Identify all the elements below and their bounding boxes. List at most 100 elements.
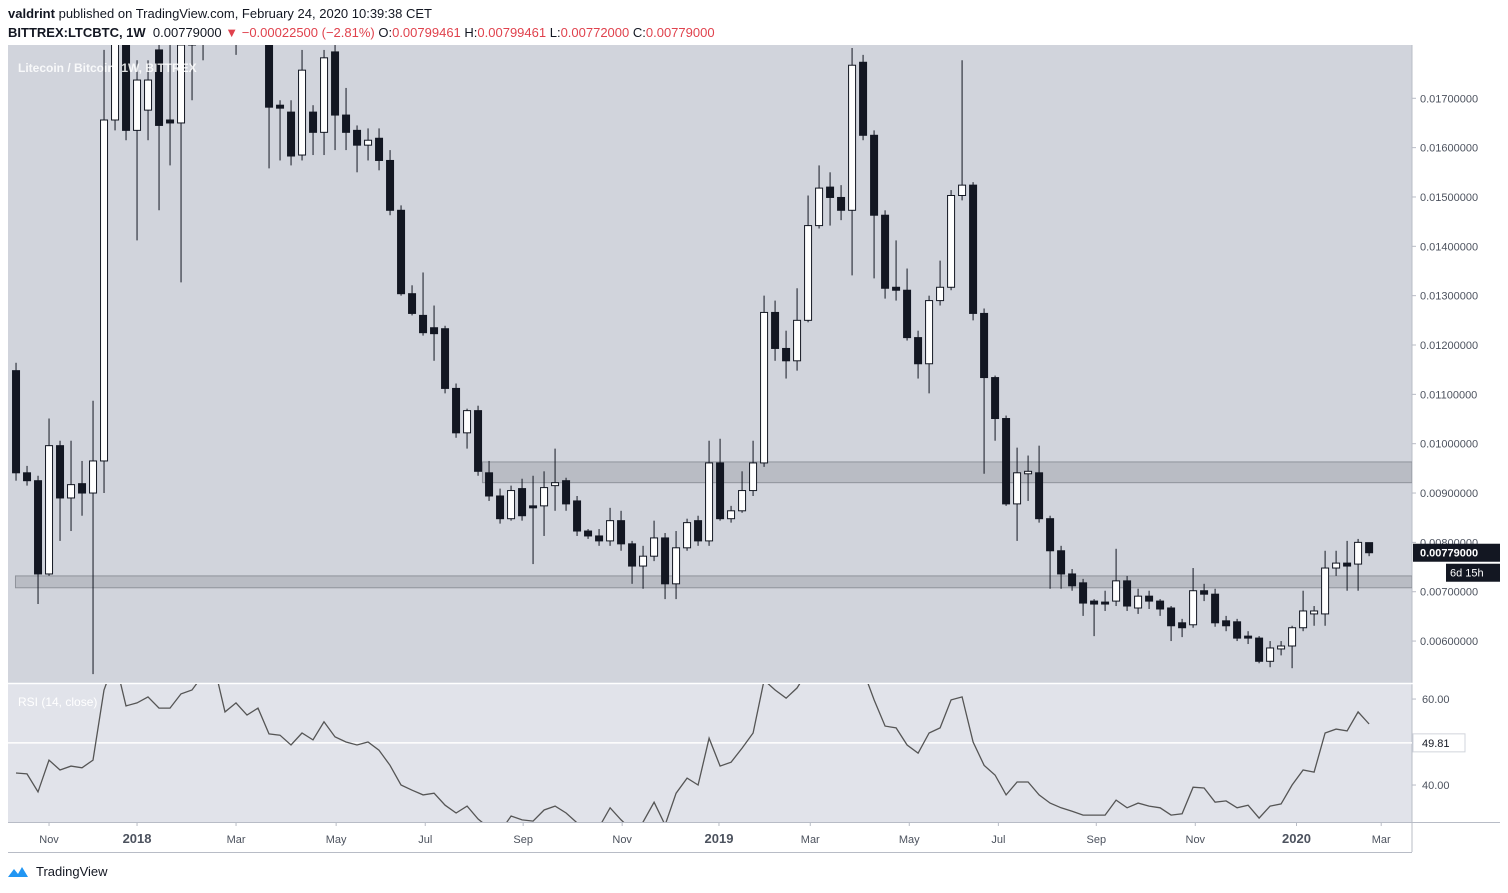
- ohlc-h-value: 0.00799461: [477, 25, 547, 40]
- candle-body: [1178, 622, 1187, 629]
- candle-body: [716, 462, 725, 520]
- footer-brand: TradingView: [36, 864, 108, 879]
- candle-body: [441, 328, 450, 389]
- ohlc-o-value: 0.00799461: [392, 25, 461, 40]
- candle-body: [177, 45, 186, 124]
- candle-body: [12, 370, 21, 474]
- rsi-pane: [8, 684, 1412, 822]
- candle-body: [925, 300, 934, 365]
- candle-body: [89, 460, 98, 494]
- candle-body: [606, 520, 615, 542]
- candle-body: [56, 445, 65, 499]
- candle-body: [485, 472, 494, 497]
- candle-body: [1167, 607, 1176, 627]
- candle-body: [1101, 601, 1110, 605]
- candle-body: [1189, 590, 1198, 626]
- x-tick-label: Mar: [227, 834, 246, 846]
- candle-body: [639, 555, 648, 567]
- x-tick-label: Nov: [39, 834, 59, 846]
- candle-body: [1024, 470, 1033, 475]
- x-tick-label: Mar: [801, 834, 820, 846]
- candle-body: [518, 488, 527, 517]
- candle-body: [309, 111, 318, 133]
- last-price: 0.00779000: [152, 25, 222, 40]
- countdown-tag: [1446, 563, 1500, 582]
- y-tick-label: 0.00600000: [1420, 636, 1478, 648]
- symbol-line: BITTREX:LTCBTC, 1W 0.00779000 ▼ −0.00022…: [8, 25, 715, 40]
- publish-line: valdrint published on TradingView.com, F…: [8, 6, 432, 21]
- candle-body: [804, 225, 813, 321]
- x-tick-label: 2019: [705, 831, 734, 846]
- candle-body: [672, 547, 681, 585]
- candle-body: [628, 543, 637, 567]
- candle-body: [1288, 627, 1297, 647]
- candle-body: [1277, 645, 1286, 650]
- current-value-label: 49.81: [1422, 738, 1450, 750]
- candle-body: [375, 137, 384, 161]
- candle-body: [1057, 550, 1066, 575]
- x-tick-label: 2018: [123, 831, 152, 846]
- candle-body: [276, 104, 285, 109]
- y-tick-label: 0.01000000: [1420, 439, 1478, 451]
- candle-body: [144, 79, 153, 111]
- candle-body: [650, 537, 659, 557]
- candle-body: [540, 487, 549, 507]
- candle-body: [1002, 418, 1011, 505]
- candle-body: [298, 69, 307, 156]
- candle-body: [782, 347, 791, 362]
- x-tick-label: Sep: [1086, 834, 1106, 846]
- candle-body: [859, 61, 868, 136]
- candle-body: [1299, 610, 1308, 629]
- ohlc-h: H:: [464, 25, 478, 40]
- candle-body: [958, 184, 967, 196]
- candle-body: [452, 387, 461, 434]
- candle-body: [34, 480, 43, 575]
- candle-body: [1156, 600, 1165, 610]
- candle-body: [881, 214, 890, 289]
- y-tick-label: 0.01400000: [1420, 241, 1478, 253]
- candle-body: [1068, 573, 1077, 587]
- tradingview-logo: [8, 867, 28, 877]
- author: valdrint: [8, 6, 55, 21]
- candle-body: [903, 289, 912, 339]
- candle-body: [738, 490, 747, 512]
- candle-body: [1343, 562, 1352, 567]
- candle-body: [287, 111, 296, 157]
- candle-body: [430, 327, 439, 335]
- candle-body: [947, 194, 956, 288]
- candle-body: [1354, 541, 1363, 565]
- candle-body: [870, 134, 879, 216]
- candle-body: [111, 45, 120, 121]
- candle-body: [727, 510, 736, 520]
- candle-body: [496, 495, 505, 520]
- candle-body: [1244, 635, 1253, 639]
- candle-body: [760, 311, 769, 464]
- axes: 0.006000000.007000000.008000000.00900000…: [39, 93, 1500, 846]
- candle-body: [694, 520, 703, 542]
- candle-body: [991, 377, 1000, 420]
- candle-body: [1332, 562, 1341, 569]
- candle-body: [892, 286, 901, 291]
- candle-body: [705, 462, 714, 542]
- candle-body: [1222, 620, 1231, 627]
- candle-body: [463, 410, 472, 434]
- published: published on TradingView.com, February 2…: [58, 6, 432, 21]
- candle-body: [1112, 580, 1121, 602]
- candle-body: [155, 49, 164, 126]
- candle-body: [100, 119, 109, 462]
- candle-body: [1211, 593, 1220, 624]
- rsi-legend: RSI (14, close): [18, 695, 97, 709]
- candle-body: [826, 186, 835, 198]
- candle-body: [23, 472, 32, 482]
- candle-body: [1145, 595, 1154, 602]
- y-tick-label: 0.01100000: [1420, 389, 1477, 401]
- candle-body: [78, 483, 87, 494]
- candle-body: [1321, 567, 1330, 615]
- candle-body: [45, 445, 54, 575]
- current-value-tag: [1412, 733, 1466, 753]
- down-arrow: ▼: [225, 25, 239, 40]
- candle-body: [837, 196, 846, 211]
- candle-body: [265, 45, 274, 108]
- candle-body: [1079, 582, 1088, 604]
